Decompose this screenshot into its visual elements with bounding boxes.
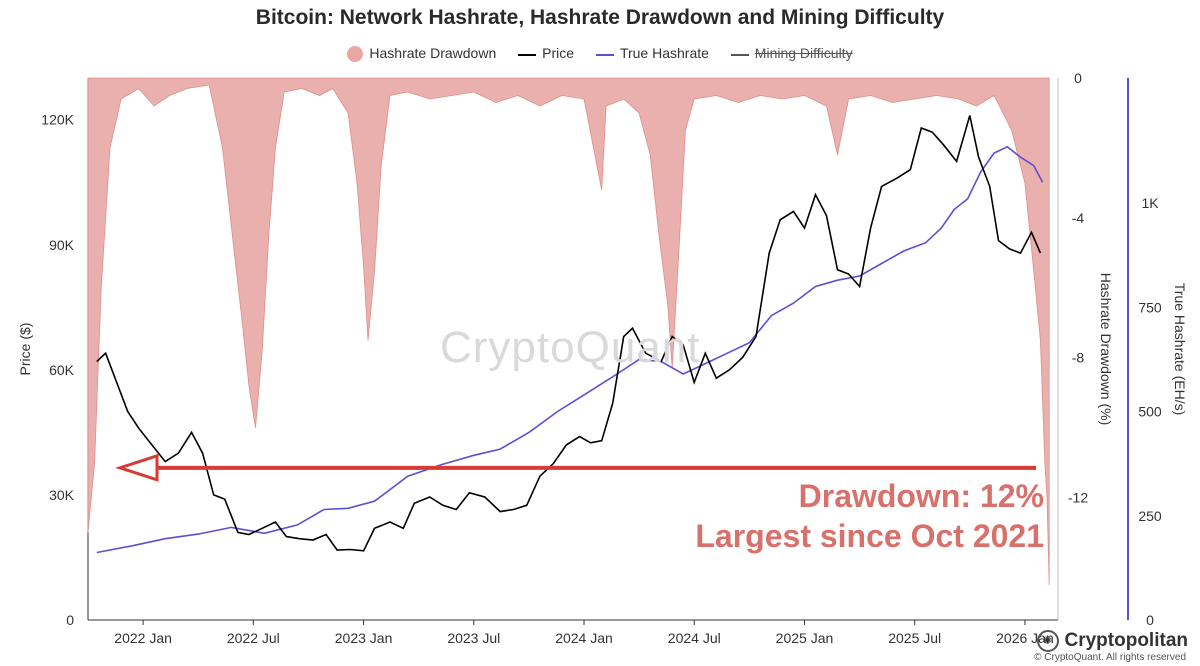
legend: Hashrate Drawdown Price True Hashrate Mi… bbox=[0, 44, 1200, 62]
legend-swatch-price bbox=[518, 53, 537, 56]
legend-item-price[interactable]: Price bbox=[518, 45, 574, 61]
y-left-axis-title: Price ($) bbox=[17, 323, 33, 376]
x-tick-label: 2024 Jul bbox=[668, 630, 721, 646]
y-hashrate-axis-title: True Hashrate (EH/s) bbox=[1172, 283, 1188, 416]
annotation-drawdown: Drawdown: 12% bbox=[798, 478, 1044, 514]
x-tick-label: 2023 Jul bbox=[447, 630, 500, 646]
series-true-hashrate-line bbox=[96, 145, 1044, 554]
x-tick-label: 2024 Jan bbox=[555, 630, 613, 646]
legend-swatch-true-hashrate bbox=[595, 53, 614, 56]
legend-label-drawdown: Hashrate Drawdown bbox=[369, 44, 497, 61]
legend-swatch-mining-difficulty bbox=[730, 53, 749, 56]
y-hashrate-tick-label: 250 bbox=[1138, 508, 1162, 524]
annotation-arrowhead bbox=[115, 453, 159, 482]
y-left-tick-label: 60K bbox=[49, 362, 75, 378]
y-drawdown-tick-label: -4 bbox=[1072, 210, 1085, 226]
watermark: CryptoQuant bbox=[440, 323, 701, 372]
y-hashrate-tick-label: 1K bbox=[1141, 195, 1159, 211]
brand-logo: ✺ Cryptopolitan bbox=[1036, 630, 1189, 652]
x-tick-label: 2023 Jan bbox=[335, 630, 393, 646]
y-drawdown-axis-title: Hashrate Drawdown (%) bbox=[1098, 273, 1114, 426]
legend-item-true-hashrate[interactable]: True Hashrate bbox=[595, 45, 709, 62]
y-hashrate-tick-label: 750 bbox=[1138, 299, 1162, 315]
y-drawdown-tick-label: -8 bbox=[1072, 350, 1085, 366]
x-tick-label: 2022 Jul bbox=[227, 630, 280, 646]
y-drawdown-tick-label: 0 bbox=[1074, 70, 1082, 86]
cryptopolitan-icon: ✺ bbox=[1036, 630, 1059, 652]
annotation-largest-since: Largest since Oct 2021 bbox=[695, 518, 1044, 554]
chart-title: Bitcoin: Network Hashrate, Hashrate Draw… bbox=[255, 6, 945, 29]
x-tick-label: 2025 Jan bbox=[776, 630, 834, 646]
legend-label-price: Price bbox=[542, 45, 575, 62]
y-left-tick-label: 30K bbox=[49, 487, 75, 503]
y-left-tick-label: 90K bbox=[49, 237, 75, 253]
x-tick-label: 2022 Jan bbox=[114, 630, 172, 646]
legend-item-mining-difficulty[interactable]: Mining Difficulty bbox=[730, 45, 853, 62]
y-left-tick-label: 0 bbox=[66, 612, 74, 628]
brand-name: Cryptopolitan bbox=[1064, 630, 1189, 652]
series-price-line bbox=[96, 115, 1042, 552]
y-hashrate-tick-label: 500 bbox=[1138, 404, 1162, 420]
y-left-tick-label: 120K bbox=[41, 112, 74, 128]
legend-label-true-hashrate: True Hashrate bbox=[619, 45, 709, 62]
legend-swatch-drawdown bbox=[347, 45, 364, 62]
legend-item-drawdown[interactable]: Hashrate Drawdown bbox=[347, 45, 496, 62]
copyright: © CryptoQuant. All rights reserved bbox=[1034, 652, 1186, 663]
legend-label-mining-difficulty: Mining Difficulty bbox=[754, 45, 853, 62]
x-tick-label: 2025 Jul bbox=[888, 630, 941, 646]
series-hashrate-drawdown-area bbox=[87, 77, 1050, 586]
y-drawdown-tick-label: -12 bbox=[1068, 490, 1088, 506]
y-hashrate-tick-label: 0 bbox=[1146, 612, 1154, 628]
